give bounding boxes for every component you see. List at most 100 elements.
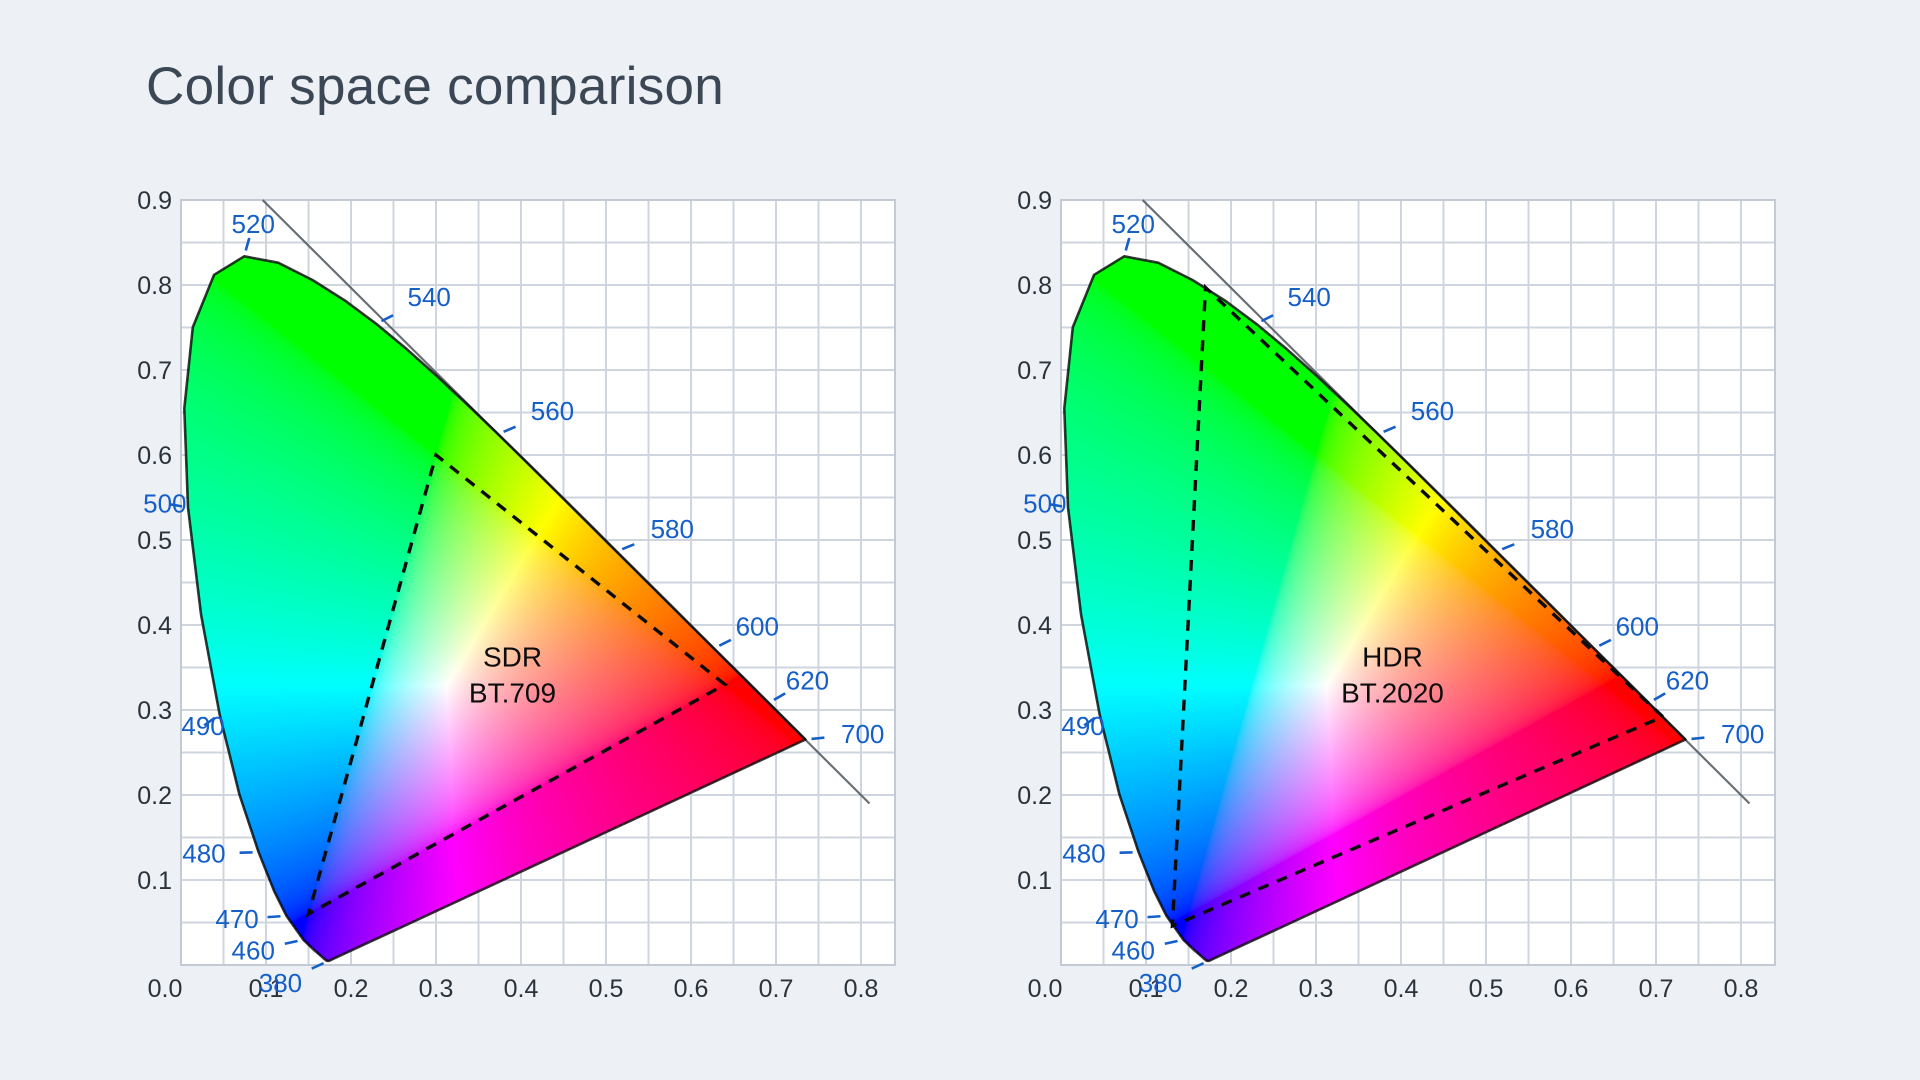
y-tick-0.3: 0.3 <box>1017 697 1052 725</box>
y-tick-0.2: 0.2 <box>1017 782 1052 810</box>
wavelength-label-490: 490 <box>1061 711 1104 741</box>
wavelength-label-580: 580 <box>651 514 694 544</box>
x-tick-0.3: 0.3 <box>419 975 454 1003</box>
wavelength-tick-380 <box>311 962 325 970</box>
wavelength-tick-580 <box>1501 543 1515 551</box>
page-title: Color space comparison <box>146 57 725 116</box>
wavelength-label-380: 380 <box>259 968 302 998</box>
wavelength-tick-470 <box>267 914 281 919</box>
wavelength-label-560: 560 <box>1411 396 1454 426</box>
wavelength-label-700: 700 <box>841 719 884 749</box>
gamut-label-line-1: HDR <box>1362 641 1423 672</box>
x-tick-0.0: 0.0 <box>1028 975 1063 1003</box>
wavelength-label-600: 600 <box>736 612 779 642</box>
x-tick-0.8: 0.8 <box>1724 975 1759 1003</box>
wavelength-label-620: 620 <box>1666 665 1709 695</box>
wavelength-label-460: 460 <box>232 936 275 966</box>
x-tick-0.7: 0.7 <box>759 975 794 1003</box>
wavelength-tick-560 <box>503 425 517 433</box>
wavelength-label-600: 600 <box>1616 612 1659 642</box>
wavelength-label-620: 620 <box>786 665 829 695</box>
wavelength-tick-500 <box>1049 502 1063 508</box>
x-tick-0.6: 0.6 <box>674 975 709 1003</box>
wavelength-tick-600 <box>1598 638 1612 647</box>
axis-tick-labels: 0.1 0.2 0.3 0.4 0.5 0.6 0.7 0.8 0.9 0.0 0.1 0.2 0.3 0… <box>1017 187 1758 1003</box>
wavelength-label-480: 480 <box>1062 839 1105 869</box>
y-tick-0.1: 0.1 <box>137 867 172 895</box>
y-tick-0.7: 0.7 <box>137 357 172 385</box>
chromaticity-fill-canvas <box>181 200 895 965</box>
wavelength-tick-520 <box>1124 237 1131 251</box>
wavelength-tick-460 <box>1164 939 1178 946</box>
wavelength-label-520: 520 <box>232 209 275 239</box>
y-tick-0.6: 0.6 <box>137 442 172 470</box>
x-tick-0.1: 0.1 <box>1129 975 1164 1003</box>
chart-sdr-bt709: 0.1 0.2 0.3 0.4 0.5 0.6 0.7 0.8 0.9 0.0 0.1 0.2 0.3 0… <box>123 182 907 1017</box>
wavelength-label-380: 380 <box>1139 968 1182 998</box>
wavelength-tick-500 <box>169 502 183 508</box>
wavelength-tick-490 <box>1083 716 1096 727</box>
x-tick-0.8: 0.8 <box>844 975 879 1003</box>
wavelength-label-500: 500 <box>1023 488 1066 518</box>
wavelength-label-540: 540 <box>408 282 451 312</box>
wavelength-tick-700 <box>1691 736 1705 741</box>
chromaticity-fill-canvas <box>1061 200 1775 965</box>
wavelength-tick-470 <box>1147 914 1161 919</box>
y-tick-0.6: 0.6 <box>1017 442 1052 470</box>
wavelength-tick-490 <box>203 716 216 727</box>
x-tick-0.2: 0.2 <box>1214 975 1249 1003</box>
y-tick-0.7: 0.7 <box>1017 357 1052 385</box>
y-tick-0.9: 0.9 <box>137 187 172 215</box>
axis-tick-labels: 0.1 0.2 0.3 0.4 0.5 0.6 0.7 0.8 0.9 0.0 0.1 0.2 0.3 0… <box>137 187 878 1003</box>
x-tick-0.2: 0.2 <box>334 975 369 1003</box>
y-tick-0.9: 0.9 <box>1017 187 1052 215</box>
gamut-label-line-1: SDR <box>483 641 542 672</box>
x-tick-0.6: 0.6 <box>1554 975 1589 1003</box>
wavelength-label-520: 520 <box>1112 209 1155 239</box>
x-tick-0.4: 0.4 <box>1384 975 1419 1003</box>
wavelength-tick-520 <box>244 237 251 251</box>
wavelength-label-560: 560 <box>531 396 574 426</box>
y-tick-0.3: 0.3 <box>137 697 172 725</box>
wavelength-label-580: 580 <box>1531 514 1574 544</box>
gamut-label: HDR BT.2020 <box>1341 641 1444 708</box>
wavelength-label-470: 470 <box>215 904 258 934</box>
y-tick-0.5: 0.5 <box>137 527 172 555</box>
wavelength-label-490: 490 <box>181 711 224 741</box>
x-tick-0.5: 0.5 <box>589 975 624 1003</box>
wavelength-tick-620 <box>1653 692 1666 702</box>
x-tick-0.1: 0.1 <box>249 975 284 1003</box>
chart-hdr-bt2020: 0.1 0.2 0.3 0.4 0.5 0.6 0.7 0.8 0.9 0.0 0.1 0.2 0.3 0… <box>1003 182 1787 1017</box>
y-tick-0.2: 0.2 <box>137 782 172 810</box>
spectral-locus-outline <box>183 255 807 963</box>
y-tick-0.8: 0.8 <box>1017 272 1052 300</box>
spectral-locus-outline <box>1063 255 1687 963</box>
x-tick-0.4: 0.4 <box>504 975 539 1003</box>
wavelength-label-700: 700 <box>1721 719 1764 749</box>
y-tick-0.4: 0.4 <box>137 612 172 640</box>
x-tick-0.3: 0.3 <box>1299 975 1334 1003</box>
wavelength-label-470: 470 <box>1095 904 1138 934</box>
y-tick-0.4: 0.4 <box>1017 612 1052 640</box>
wavelength-tick-540 <box>380 314 394 323</box>
wavelength-tick-600 <box>718 638 732 647</box>
y-tick-0.5: 0.5 <box>1017 527 1052 555</box>
gamut-label-line-2: BT.2020 <box>1341 677 1444 708</box>
gamut-triangle-bt2020 <box>1170 283 1666 929</box>
wavelength-label-480: 480 <box>182 839 225 869</box>
x-tick-0.7: 0.7 <box>1639 975 1674 1003</box>
wavelength-tick-560 <box>1383 425 1397 433</box>
y-tick-0.8: 0.8 <box>137 272 172 300</box>
gamut-label: SDR BT.709 <box>469 641 556 708</box>
wavelength-tick-580 <box>621 543 635 551</box>
wavelength-label-460: 460 <box>1112 936 1155 966</box>
wavelength-tick-380 <box>1191 962 1205 970</box>
wavelength-tick-540 <box>1260 314 1274 323</box>
gamut-triangle-bt709 <box>305 452 729 918</box>
x-tick-0.0: 0.0 <box>148 975 183 1003</box>
